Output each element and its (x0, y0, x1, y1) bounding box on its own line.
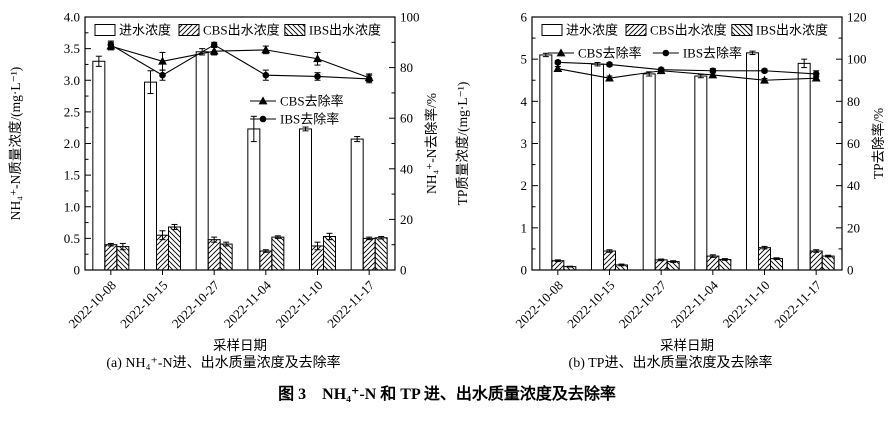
svg-text:CBS去除率: CBS去除率 (280, 94, 344, 109)
svg-text:2: 2 (521, 178, 528, 193)
svg-text:采样日期: 采样日期 (660, 338, 714, 353)
figure-3: 0 0.5 1.0 1.5 2.0 2.5 3.0 3.5 4.0 0 20 40 60 80 100 202… (0, 2, 894, 404)
svg-text:1.5: 1.5 (64, 168, 80, 183)
svg-text:0.5: 0.5 (64, 231, 80, 246)
line-ibs-removal (554, 59, 820, 78)
svg-text:100: 100 (400, 10, 420, 25)
svg-text:2022-11-04: 2022-11-04 (221, 277, 275, 331)
svg-text:2022-10-08: 2022-10-08 (65, 278, 119, 332)
svg-text:120: 120 (847, 10, 867, 25)
bars-ibs-outflow (563, 254, 835, 271)
legend: 进水浓度 CBS出水浓度 IBS出水浓度 CBS去除率 IBS去除率 (94, 23, 381, 127)
svg-text:0: 0 (74, 263, 81, 278)
chart-a: 0 0.5 1.0 1.5 2.0 2.5 3.0 3.5 4.0 0 20 40 60 80 100 202… (0, 2, 447, 372)
svg-text:20: 20 (847, 220, 860, 235)
svg-text:2022-11-17: 2022-11-17 (771, 277, 825, 331)
svg-text:2022-10-27: 2022-10-27 (169, 277, 223, 331)
svg-text:2.0: 2.0 (64, 136, 80, 151)
svg-text:3: 3 (521, 136, 528, 151)
axis-titles: NH₄⁺-N质量浓度/(mg·L⁻¹) NH₄⁺-N去除率/% 采样日期 (8, 67, 439, 353)
svg-text:1.0: 1.0 (64, 199, 80, 214)
svg-text:0: 0 (521, 263, 528, 278)
svg-text:40: 40 (847, 178, 860, 193)
x-axis: 2022-10-082022-10-152022-10-272022-11-04… (512, 270, 825, 332)
svg-text:4.0: 4.0 (64, 10, 80, 25)
svg-text:IBS出水浓度: IBS出水浓度 (756, 23, 828, 38)
svg-text:0: 0 (847, 263, 854, 278)
chart-b-canvas: 01234560204060801001202022-10-082022-10-… (455, 10, 886, 354)
line-cbs-removal (106, 41, 374, 83)
svg-text:NH₄⁺-N质量浓度/(mg·L⁻¹): NH₄⁺-N质量浓度/(mg·L⁻¹) (8, 67, 23, 220)
x-axis: 2022-10-082022-10-152022-10-272022-11-04… (65, 270, 378, 332)
svg-text:5: 5 (521, 52, 528, 67)
chart-a-caption: (a) NH₄⁺-N进、出水质量浓度及去除率 (106, 356, 341, 371)
svg-text:2022-10-15: 2022-10-15 (564, 278, 618, 332)
svg-text:2.5: 2.5 (64, 104, 80, 119)
axis-titles: TP质量浓度/(mg·L⁻¹) TP去除率/% 采样日期 (455, 82, 886, 353)
svg-text:0: 0 (400, 263, 407, 278)
svg-text:CBS去除率: CBS去除率 (578, 46, 642, 61)
bars-cbs-outflow (551, 245, 823, 271)
svg-text:进水浓度: 进水浓度 (119, 23, 171, 38)
legend: 进水浓度 CBS出水浓度 IBS出水浓度 CBS去除率 IBS去除率 (541, 23, 828, 61)
svg-text:60: 60 (847, 136, 860, 151)
svg-text:4: 4 (521, 94, 528, 109)
chart-b-caption: (b) TP进、出水质量浓度及去除率 (568, 356, 773, 371)
svg-text:80: 80 (400, 60, 413, 75)
svg-text:3.0: 3.0 (64, 73, 80, 88)
svg-text:IBS去除率: IBS去除率 (280, 112, 339, 127)
svg-text:TP质量浓度/(mg·L⁻¹): TP质量浓度/(mg·L⁻¹) (455, 82, 470, 206)
figure-title: 图 3 NH₄⁺-N 和 TP 进、出水质量浓度及去除率 (278, 386, 616, 403)
svg-text:20: 20 (400, 212, 413, 227)
svg-text:2022-10-27: 2022-10-27 (616, 277, 670, 331)
svg-text:2022-10-08: 2022-10-08 (512, 278, 566, 332)
svg-text:80: 80 (847, 94, 860, 109)
svg-text:1: 1 (521, 220, 528, 235)
svg-text:CBS出水浓度: CBS出水浓度 (203, 23, 280, 38)
svg-text:CBS出水浓度: CBS出水浓度 (650, 23, 727, 38)
bars-ibs-outflow (116, 223, 388, 271)
svg-text:2022-11-04: 2022-11-04 (668, 277, 722, 331)
svg-text:2022-11-10: 2022-11-10 (719, 278, 772, 331)
svg-text:NH₄⁺-N去除率/%: NH₄⁺-N去除率/% (423, 93, 439, 194)
svg-text:采样日期: 采样日期 (213, 338, 267, 353)
svg-text:100: 100 (847, 52, 867, 67)
svg-text:2022-10-15: 2022-10-15 (117, 278, 171, 332)
bars-inflow (92, 48, 364, 271)
svg-text:进水浓度: 进水浓度 (566, 23, 618, 38)
svg-text:IBS去除率: IBS去除率 (683, 46, 742, 61)
svg-text:2022-11-10: 2022-11-10 (272, 278, 325, 331)
svg-text:6: 6 (521, 10, 528, 25)
chart-a-canvas: 0 0.5 1.0 1.5 2.0 2.5 3.0 3.5 4.0 0 20 40 60 80 100 202… (8, 10, 439, 354)
bars-inflow (539, 50, 811, 271)
svg-text:TP去除率/%: TP去除率/% (870, 108, 886, 179)
svg-text:60: 60 (400, 111, 413, 126)
svg-text:2022-11-17: 2022-11-17 (324, 277, 378, 331)
charts-row: 0 0.5 1.0 1.5 2.0 2.5 3.0 3.5 4.0 0 20 40 60 80 100 202… (0, 2, 894, 372)
svg-text:40: 40 (400, 161, 413, 176)
svg-text:3.5: 3.5 (64, 41, 80, 56)
chart-b: 0 1 2 3 4 5 6 0 20 40 60 80 100 120 2022-10-08 2022-10-… (447, 2, 894, 372)
line-ibs-removal (107, 40, 373, 84)
svg-text:IBS出水浓度: IBS出水浓度 (309, 23, 381, 38)
